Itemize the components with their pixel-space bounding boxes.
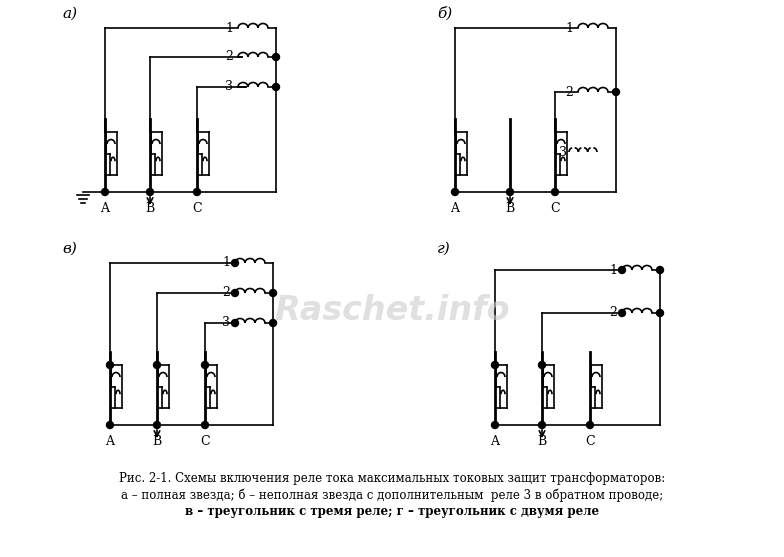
Text: 2: 2 [609,306,617,320]
Circle shape [586,422,593,428]
Circle shape [231,320,238,326]
Text: в): в) [62,242,77,256]
Circle shape [273,84,280,90]
Text: 2: 2 [565,86,573,99]
Circle shape [101,188,108,196]
Text: а): а) [62,7,77,21]
Text: г): г) [437,242,451,256]
Text: 3: 3 [225,81,233,94]
Circle shape [539,422,546,428]
Text: 1: 1 [565,22,573,35]
Text: в – треугольник с тремя реле; г – треугольник с двумя реле: в – треугольник с тремя реле; г – треуго… [185,505,599,518]
Text: 1: 1 [222,257,230,270]
Text: B: B [537,435,546,448]
Text: A: A [451,202,459,215]
Circle shape [154,422,161,428]
Text: C: C [550,202,560,215]
Circle shape [619,310,626,316]
Text: A: A [491,435,499,448]
Circle shape [619,266,626,273]
Text: а – полная звезда; б – неполная звезда с дополнительным  реле 3 в обратном прово: а – полная звезда; б – неполная звезда с… [121,488,663,501]
Circle shape [270,290,277,296]
Circle shape [231,290,238,296]
Text: Raschet.info: Raschet.info [274,294,510,326]
Text: B: B [152,435,162,448]
Text: C: C [200,435,210,448]
Circle shape [194,188,201,196]
Text: 3: 3 [222,316,230,330]
Circle shape [506,188,514,196]
Text: 2: 2 [225,51,233,63]
Circle shape [273,53,280,61]
Text: B: B [506,202,514,215]
Text: B: B [145,202,154,215]
Circle shape [107,361,114,369]
Circle shape [656,310,663,316]
Text: A: A [106,435,114,448]
Circle shape [656,266,663,273]
Text: 2: 2 [222,286,230,300]
Circle shape [452,188,459,196]
Circle shape [154,361,161,369]
Circle shape [551,188,558,196]
Text: A: A [100,202,110,215]
Circle shape [147,188,154,196]
Text: Рис. 2-1. Схемы включения реле тока максимальных токовых защит трансформаторов:: Рис. 2-1. Схемы включения реле тока макс… [119,472,665,485]
Text: 1: 1 [225,22,233,35]
Text: б): б) [437,7,452,21]
Circle shape [492,422,499,428]
Circle shape [201,422,209,428]
Circle shape [201,361,209,369]
Circle shape [231,260,238,266]
Circle shape [107,422,114,428]
Text: C: C [192,202,201,215]
Circle shape [492,361,499,369]
Circle shape [270,320,277,326]
Text: C: C [585,435,595,448]
Circle shape [612,89,619,95]
Text: 3: 3 [559,145,567,159]
Circle shape [539,361,546,369]
Text: 1: 1 [609,263,617,276]
